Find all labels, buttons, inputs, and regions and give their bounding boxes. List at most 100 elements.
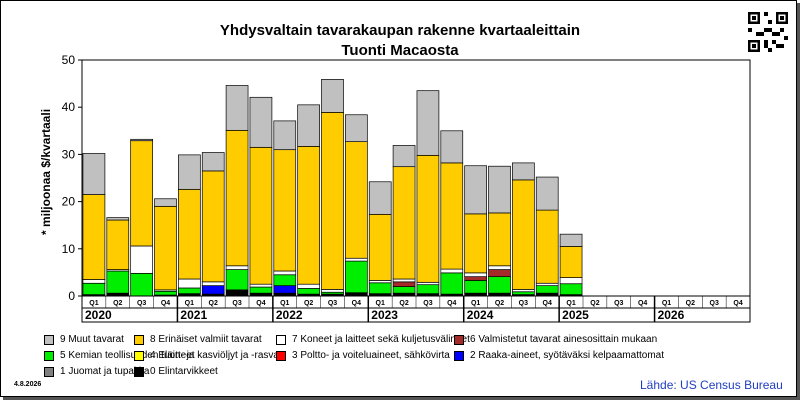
bar-segment: [249, 283, 273, 288]
x-tick-label: Q2: [113, 300, 122, 307]
legend-label: 1 Juomat ja tupakka: [60, 366, 150, 377]
x-tick-label: Q1: [280, 300, 289, 307]
bar-segment: [440, 268, 464, 274]
bar-segment: [464, 280, 487, 294]
chart-title: Yhdysvaltain tavarakaupan rakenne kvarta…: [219, 22, 581, 39]
bar-segment: [273, 274, 297, 286]
frame-shadow-bottom: [3, 397, 800, 400]
x-tick-label: Q1: [662, 300, 671, 307]
legend-swatch: [454, 334, 464, 345]
bar-segment: [488, 165, 511, 214]
x-tick-label: Q3: [328, 300, 337, 307]
legend-swatch: [276, 334, 286, 345]
bar-segment: [130, 245, 153, 274]
bar-segment: [130, 138, 153, 142]
year-label: 2020: [85, 308, 112, 322]
legend: 9 Muut tavarat 8 Erinäiset valmiit tavara…: [44, 334, 764, 384]
bar-segment: [178, 188, 201, 280]
bar-segment: [178, 287, 201, 294]
x-tick-label: Q4: [638, 300, 647, 307]
bar-segment: [512, 289, 535, 293]
bar-segment: [512, 291, 535, 295]
x-tick-label: Q2: [304, 300, 313, 307]
bar-segment: [225, 129, 249, 267]
bar-segment: [154, 290, 177, 296]
legend-swatch: [454, 350, 464, 361]
year-label: 2024: [467, 308, 494, 322]
bar-segment: [559, 283, 583, 295]
bar-segment: [273, 149, 297, 272]
legend-swatch: [134, 350, 144, 361]
x-tick-label: Q1: [185, 300, 194, 307]
x-tick-label: Q3: [519, 300, 528, 307]
y-tick-label: 20: [62, 195, 76, 209]
bar-segment: [345, 257, 368, 262]
legend-swatch: [134, 366, 144, 377]
y-tick-label: 50: [62, 53, 76, 67]
bar-segment: [249, 96, 273, 148]
bar-segment: [106, 217, 130, 221]
x-tick-label: Q1: [376, 300, 385, 307]
bar-segment: [297, 283, 320, 289]
bar-segment: [535, 209, 559, 284]
bar-segment: [154, 198, 177, 207]
legend-item: 2 Raaka-aineet, syötäväksi kelpaamattoma…: [454, 350, 664, 361]
bar-segment: [321, 289, 344, 293]
bar-segment: [392, 145, 416, 168]
bar-segment: [201, 281, 225, 286]
bar-segment: [440, 272, 464, 295]
bar-segment: [416, 284, 440, 294]
x-tick-label: Q1: [471, 300, 480, 307]
bar-segment: [488, 265, 511, 270]
bar-segment: [464, 276, 487, 281]
y-tick-label: 0: [68, 289, 75, 303]
bar-segment: [464, 272, 487, 277]
x-tick-label: Q2: [495, 300, 504, 307]
year-label: 2023: [371, 308, 398, 322]
bar-segment: [559, 246, 583, 278]
x-tick-label: Q2: [399, 300, 408, 307]
legend-swatch: [44, 334, 54, 345]
legend-item: 6 Valmistetut tavarat ainesosittain muka…: [454, 334, 657, 345]
bar-segment: [201, 170, 225, 283]
legend-label: 9 Muut tavarat: [60, 334, 124, 345]
bar-segment: [82, 194, 106, 280]
legend-item: 7 Koneet ja laitteet sekä kuljetusväline…: [276, 334, 470, 345]
bar-segment: [392, 166, 416, 280]
bar-segment: [368, 181, 392, 215]
bar-segment: [321, 79, 344, 113]
legend-label: 6 Valmistetut tavarat ainesosittain muka…: [470, 334, 658, 345]
legend-swatch: [276, 350, 286, 361]
qr-code-icon: [748, 12, 788, 52]
legend-label: 4 Eläin- ja kasviöljyt ja -rasvat: [150, 350, 282, 361]
bar-segment: [154, 205, 177, 291]
legend-item: 3 Poltto- ja voiteluaineet, sähkövirta: [276, 350, 450, 361]
x-tick-label: Q4: [543, 300, 552, 307]
bar-segment: [225, 289, 249, 297]
bar-segment: [368, 213, 392, 281]
y-tick-label: 40: [62, 100, 76, 114]
bar-segment: [106, 270, 130, 294]
bar-segment: [82, 279, 106, 284]
bar-segment: [273, 285, 297, 294]
bar-segment: [273, 120, 297, 151]
legend-swatch: [134, 334, 144, 345]
legend-item: 1 Juomat ja tupakka: [44, 366, 150, 377]
year-label: 2021: [180, 308, 207, 322]
bar-segment: [416, 281, 440, 286]
x-tick-label: Q2: [590, 300, 599, 307]
legend-item: 9 Muut tavarat: [44, 334, 124, 345]
bar-segment: [201, 152, 225, 172]
legend-label: 2 Raaka-aineet, syötäväksi kelpaamattoma…: [470, 350, 664, 361]
legend-label: 0 Elintarvikkeet: [150, 366, 218, 377]
bar-segment: [82, 282, 106, 295]
bar-segment: [130, 140, 153, 247]
bar-segment: [178, 278, 201, 289]
bar-segment: [512, 162, 535, 181]
x-tick-label: Q3: [232, 300, 241, 307]
chart-subtitle: Tuonti Macaosta: [341, 42, 459, 59]
bar-segment: [225, 85, 249, 131]
legend-item: 8 Erinäiset valmiit tavarat: [134, 334, 262, 345]
year-axis-row: [81, 307, 751, 323]
